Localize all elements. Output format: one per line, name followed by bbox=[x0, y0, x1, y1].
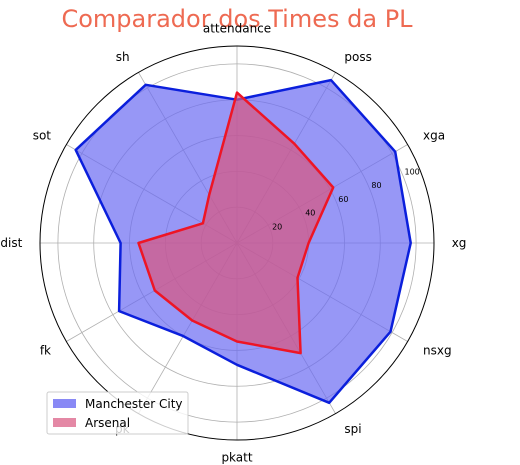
radial-tick-80: 80 bbox=[371, 181, 381, 190]
legend-swatch-manchester-city bbox=[53, 399, 76, 408]
radial-tick-40: 40 bbox=[305, 209, 315, 218]
chart-title: Comparador dos Times da PL bbox=[61, 5, 413, 33]
axis-label-xg: xg bbox=[452, 236, 467, 250]
legend-label-arsenal: Arsenal bbox=[85, 416, 130, 430]
axis-label-pkatt: pkatt bbox=[221, 451, 252, 465]
legend-swatch-arsenal bbox=[53, 418, 76, 427]
axis-label-nsxg: nsxg bbox=[423, 343, 452, 357]
radial-tick-60: 60 bbox=[338, 195, 348, 204]
legend-label-manchester-city: Manchester City bbox=[85, 397, 183, 411]
axis-label-fk: fk bbox=[40, 343, 51, 357]
axis-label-spi: spi bbox=[344, 422, 361, 436]
axis-label-dist: dist bbox=[0, 236, 22, 250]
legend-box bbox=[46, 391, 189, 435]
axis-label-sh: sh bbox=[116, 50, 130, 64]
radial-tick-20: 20 bbox=[272, 222, 282, 231]
series-layer bbox=[74, 78, 412, 405]
legend: Manchester City Arsenal bbox=[46, 391, 189, 435]
radial-tick-labels: 20 40 60 80 100 bbox=[272, 168, 420, 232]
polar-frame bbox=[39, 45, 435, 441]
axis-label-xga: xga bbox=[423, 129, 445, 143]
axis-label-attendance: attendance bbox=[203, 21, 271, 35]
radial-tick-100: 100 bbox=[405, 168, 420, 177]
axis-label-poss: poss bbox=[344, 50, 371, 64]
series-area-arsenal bbox=[137, 91, 335, 355]
axis-label-sot: sot bbox=[33, 129, 52, 143]
